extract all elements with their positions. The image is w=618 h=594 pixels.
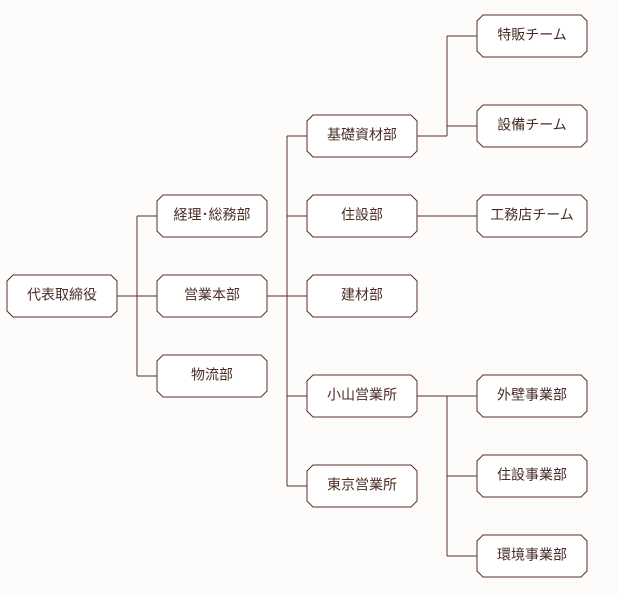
org-node-label: 基礎資材部 <box>327 127 397 144</box>
org-node-butsuryu: 物流部 <box>157 355 267 397</box>
org-node-oyama: 小山営業所 <box>307 375 417 417</box>
org-node-tokyo: 東京営業所 <box>307 465 417 507</box>
org-node-komuten: 工務店チーム <box>477 195 587 237</box>
org-chart: 代表取締役 経理･総務部営業本部物流部 基礎資材部住設部建材部小山営業所東京営業所 特… <box>0 0 618 594</box>
org-node-kiso: 基礎資材部 <box>307 115 417 157</box>
org-node-label: 経理･総務部 <box>174 208 251 224</box>
org-node-label: 営業本部 <box>184 288 240 304</box>
org-node-label: 住設部 <box>341 208 383 224</box>
org-node-jusetsu2: 住設事業部 <box>477 455 587 497</box>
org-node-label: 環境事業部 <box>497 548 567 564</box>
org-node-jusetsu: 住設部 <box>307 195 417 237</box>
org-node-label: 小山営業所 <box>327 388 397 404</box>
org-node-setsubi: 設備チーム <box>477 105 587 147</box>
org-node-label: 物流部 <box>191 368 233 384</box>
org-node-keiri: 経理･総務部 <box>157 195 267 237</box>
org-node-eigyo: 営業本部 <box>157 275 267 317</box>
org-node-label: 東京営業所 <box>327 478 397 494</box>
org-node-label: 建材部 <box>341 288 383 304</box>
org-node-label: 設備チーム <box>497 118 567 134</box>
org-node-kenzai: 建材部 <box>307 275 417 317</box>
org-node-label: 工務店チーム <box>490 208 574 224</box>
org-node-label: 住設事業部 <box>497 468 567 484</box>
org-node-label: 特販チーム <box>497 28 567 44</box>
org-node-label: 代表取締役 <box>27 287 97 304</box>
org-node-tokuhan: 特販チーム <box>477 15 587 57</box>
org-node-root: 代表取締役 <box>7 275 117 317</box>
org-node-label: 外壁事業部 <box>497 388 567 404</box>
org-node-kankyo: 環境事業部 <box>477 535 587 577</box>
org-node-gaiheki: 外壁事業部 <box>477 375 587 417</box>
